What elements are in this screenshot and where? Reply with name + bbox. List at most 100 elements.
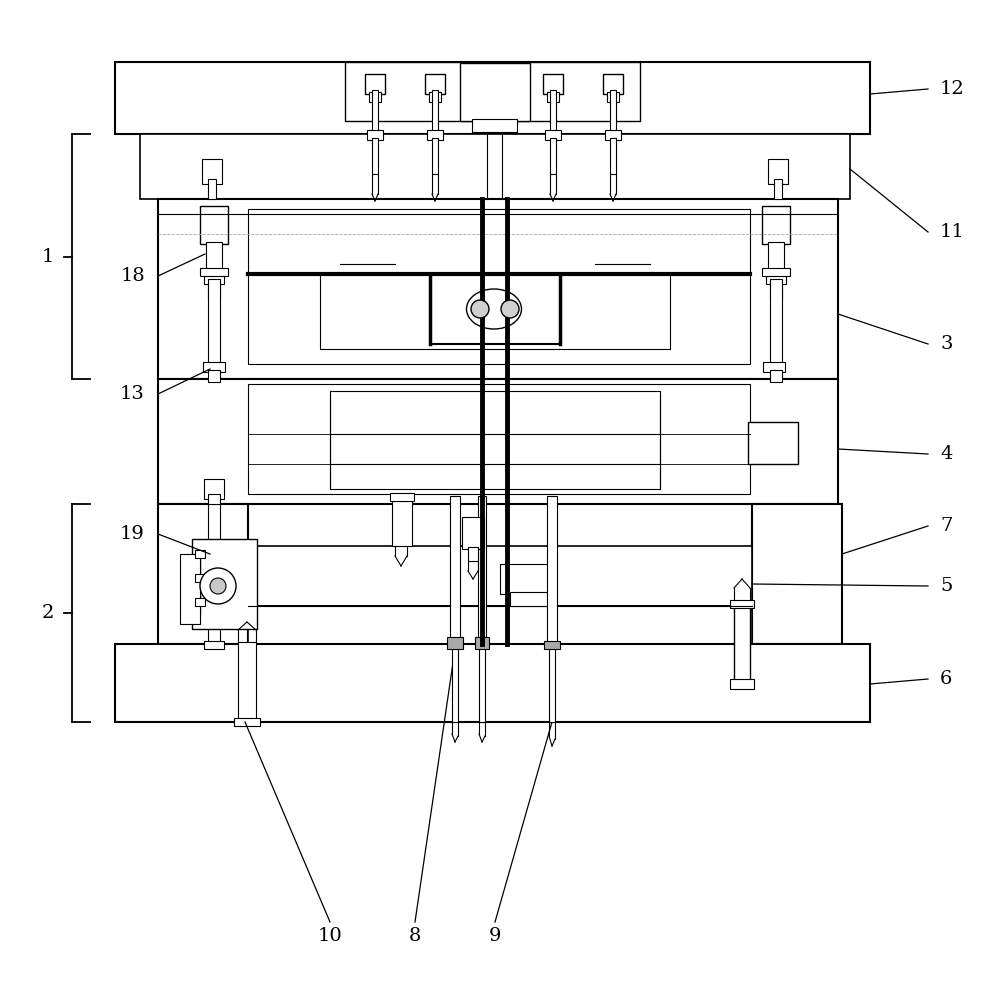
Bar (544, 641, 560, 649)
Circle shape (210, 578, 226, 594)
Bar (158, 379, 838, 504)
Bar (766, 272, 786, 284)
Text: 19: 19 (120, 525, 145, 543)
Bar (479, 644, 485, 722)
Bar (770, 370, 782, 382)
Bar (432, 90, 438, 132)
Bar (774, 179, 782, 199)
Bar (208, 284, 220, 299)
Bar (550, 90, 556, 132)
Text: 18: 18 (120, 267, 145, 285)
Text: 4: 4 (940, 445, 952, 463)
Bar (547, 92, 559, 102)
Text: 1: 1 (42, 248, 54, 266)
Bar (447, 637, 463, 649)
Bar (763, 362, 785, 372)
Bar (768, 159, 788, 184)
Bar (208, 370, 220, 382)
Bar (203, 362, 225, 372)
Bar (208, 604, 220, 644)
Bar (610, 138, 616, 174)
Bar (392, 501, 412, 546)
Bar (202, 159, 222, 184)
Circle shape (200, 568, 236, 604)
Ellipse shape (471, 300, 489, 318)
Text: 10: 10 (318, 927, 342, 945)
Bar (238, 642, 256, 722)
Bar (730, 600, 754, 608)
Bar (248, 546, 752, 606)
Bar (206, 242, 222, 274)
Ellipse shape (466, 289, 522, 329)
Bar (248, 384, 750, 494)
Bar (372, 138, 378, 174)
Bar (345, 62, 640, 121)
Bar (158, 504, 248, 644)
Bar (248, 209, 750, 364)
Bar (115, 62, 870, 134)
Bar (429, 92, 441, 102)
Bar (248, 606, 752, 644)
Text: 3: 3 (940, 335, 952, 353)
Text: 5: 5 (940, 577, 952, 595)
Bar (372, 90, 378, 132)
Text: 11: 11 (940, 223, 965, 241)
Bar (208, 179, 216, 199)
Bar (425, 74, 445, 94)
Bar (770, 279, 782, 364)
Bar (510, 592, 550, 606)
Ellipse shape (501, 300, 519, 318)
Bar (607, 92, 619, 102)
Text: 12: 12 (940, 80, 965, 98)
Bar (192, 539, 257, 629)
Bar (610, 90, 616, 132)
Bar (452, 644, 458, 722)
Bar (234, 718, 260, 726)
Bar (390, 493, 414, 501)
Bar (549, 644, 555, 722)
Bar (460, 63, 530, 121)
Bar (545, 130, 561, 140)
Bar (762, 206, 790, 244)
Bar (500, 564, 555, 594)
Bar (427, 130, 443, 140)
Bar (475, 637, 489, 649)
Bar (450, 496, 460, 644)
Bar (734, 606, 750, 684)
Bar (320, 274, 670, 349)
Bar (204, 641, 224, 649)
Bar (468, 547, 478, 561)
Bar (605, 130, 621, 140)
Bar (367, 130, 383, 140)
Bar (432, 138, 438, 174)
Bar (603, 74, 623, 94)
Bar (200, 268, 228, 276)
Text: 6: 6 (940, 670, 952, 688)
Bar (115, 644, 870, 722)
Bar (330, 391, 660, 489)
Bar (770, 284, 782, 299)
Bar (752, 504, 842, 644)
Text: 7: 7 (940, 517, 952, 535)
Bar (140, 134, 850, 199)
Bar (550, 138, 556, 174)
Bar (204, 272, 224, 284)
Bar (462, 517, 484, 549)
Text: 9: 9 (489, 927, 501, 945)
Bar (730, 679, 754, 689)
Bar (195, 550, 205, 558)
Bar (204, 596, 224, 606)
Bar (195, 598, 205, 606)
Bar (365, 74, 385, 94)
Bar (180, 554, 200, 624)
Bar (543, 74, 563, 94)
Bar (185, 559, 200, 614)
Bar (748, 422, 798, 464)
Bar (200, 206, 228, 244)
Bar (208, 504, 220, 599)
Bar (208, 494, 220, 506)
Bar (472, 119, 517, 132)
Bar (369, 92, 381, 102)
Bar (547, 496, 557, 644)
Bar (208, 279, 220, 364)
